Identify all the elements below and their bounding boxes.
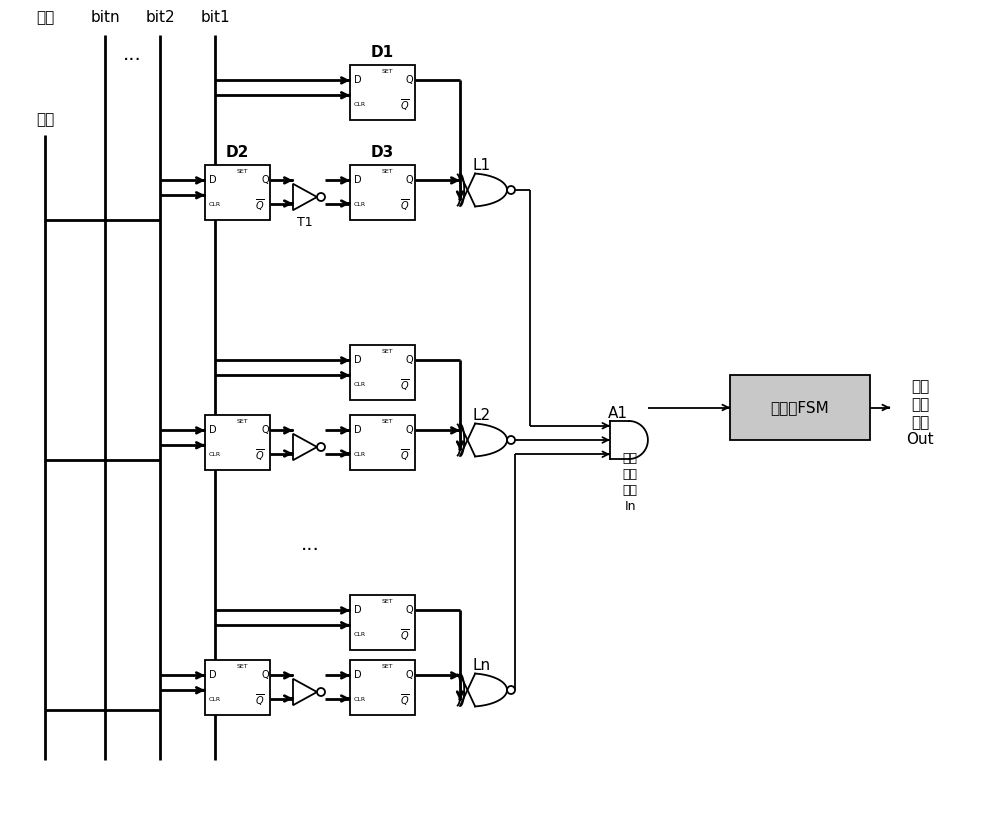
Text: D: D [354, 76, 362, 86]
Text: Q: Q [406, 671, 414, 681]
Polygon shape [460, 674, 507, 706]
Text: Q: Q [261, 175, 269, 185]
Circle shape [317, 443, 325, 451]
Text: CLR: CLR [354, 202, 366, 207]
Text: SET: SET [381, 69, 393, 74]
Text: A1: A1 [608, 406, 628, 420]
Text: Q: Q [406, 425, 414, 435]
Text: CLR: CLR [209, 202, 221, 207]
Text: D: D [209, 175, 217, 185]
Text: D: D [354, 356, 362, 366]
Text: SET: SET [381, 599, 393, 604]
Bar [730, 375, 870, 440]
Text: T1: T1 [297, 216, 313, 229]
Text: $\overline{Q}$: $\overline{Q}$ [255, 447, 265, 463]
Text: 比较: 比较 [622, 451, 638, 465]
Text: 结果: 结果 [622, 484, 638, 496]
Polygon shape [460, 424, 507, 456]
Bar [350, 345, 415, 400]
Text: D1: D1 [371, 45, 394, 60]
Text: Ln: Ln [473, 657, 491, 672]
Text: CLR: CLR [354, 632, 366, 637]
Text: Q: Q [406, 606, 414, 616]
Text: L2: L2 [473, 407, 491, 422]
Circle shape [507, 436, 515, 444]
Text: SET: SET [236, 419, 248, 424]
Text: Q: Q [406, 356, 414, 366]
Circle shape [507, 686, 515, 694]
Text: Q: Q [261, 671, 269, 681]
Text: SET: SET [236, 664, 248, 669]
Polygon shape [293, 434, 317, 460]
Bar [350, 660, 415, 715]
Bar [350, 165, 415, 220]
Text: 状态机FSM: 状态机FSM [771, 400, 829, 415]
Text: D: D [354, 425, 362, 435]
Text: D: D [209, 425, 217, 435]
Text: CLR: CLR [209, 697, 221, 702]
Circle shape [507, 186, 515, 194]
Text: $\overline{Q}$: $\overline{Q}$ [400, 447, 410, 463]
Bar [205, 660, 270, 715]
Polygon shape [610, 421, 648, 459]
Text: L1: L1 [473, 158, 491, 173]
Text: SET: SET [381, 169, 393, 175]
Text: SET: SET [381, 419, 393, 424]
Text: SET: SET [381, 664, 393, 669]
Text: 指示: 指示 [911, 397, 929, 412]
Text: bit2: bit2 [145, 11, 175, 26]
Bar [205, 165, 270, 220]
Text: ...: ... [301, 535, 319, 554]
Text: $\overline{Q}$: $\overline{Q}$ [400, 691, 410, 707]
Text: CLR: CLR [354, 382, 366, 387]
Text: D: D [354, 606, 362, 616]
Text: In: In [624, 499, 636, 513]
Bar [350, 65, 415, 120]
Text: bitn: bitn [90, 11, 120, 26]
Polygon shape [293, 184, 317, 210]
Text: Q: Q [261, 425, 269, 435]
Text: CLR: CLR [354, 697, 366, 702]
Text: 输入: 输入 [36, 11, 54, 26]
Text: Out: Out [906, 432, 934, 448]
Text: $\overline{Q}$: $\overline{Q}$ [255, 691, 265, 707]
Circle shape [317, 688, 325, 696]
Text: D3: D3 [371, 145, 394, 160]
Polygon shape [460, 174, 507, 206]
Text: $\overline{Q}$: $\overline{Q}$ [400, 197, 410, 213]
Text: CLR: CLR [354, 452, 366, 457]
Text: 时钟: 时钟 [36, 112, 54, 127]
Text: CLR: CLR [209, 452, 221, 457]
Circle shape [317, 193, 325, 201]
Polygon shape [293, 679, 317, 706]
Text: D: D [354, 671, 362, 681]
Text: D: D [209, 671, 217, 681]
Text: D2: D2 [226, 145, 249, 160]
Text: 结果: 结果 [911, 416, 929, 430]
Text: $\overline{Q}$: $\overline{Q}$ [400, 627, 410, 642]
Text: 故障: 故障 [911, 380, 929, 395]
Bar [350, 595, 415, 650]
Text: 输出: 输出 [622, 468, 638, 480]
Text: bit1: bit1 [200, 11, 230, 26]
Text: $\overline{Q}$: $\overline{Q}$ [255, 197, 265, 213]
Text: Q: Q [406, 76, 414, 86]
Text: SET: SET [236, 169, 248, 175]
Text: $\overline{Q}$: $\overline{Q}$ [400, 376, 410, 392]
Text: ...: ... [123, 46, 141, 65]
Text: CLR: CLR [354, 102, 366, 107]
Bar [205, 415, 270, 470]
Text: SET: SET [381, 349, 393, 354]
Text: D: D [354, 175, 362, 185]
Text: Q: Q [406, 175, 414, 185]
Bar [350, 415, 415, 470]
Text: $\overline{Q}$: $\overline{Q}$ [400, 96, 410, 112]
